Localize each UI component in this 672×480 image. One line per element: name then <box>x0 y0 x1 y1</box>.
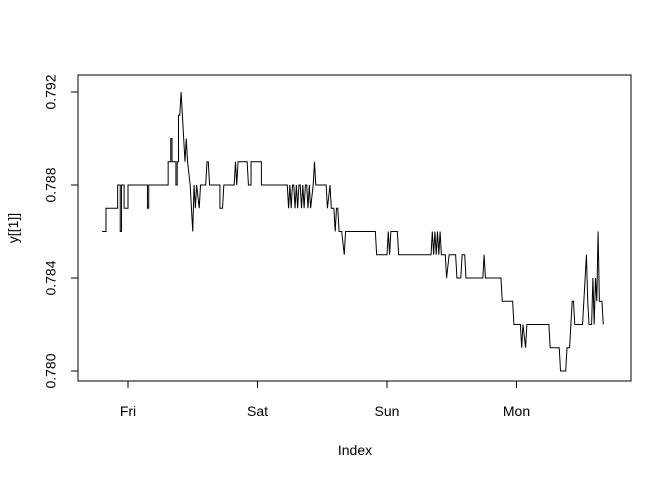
plot-frame <box>77 74 632 382</box>
series-layer <box>102 91 604 372</box>
y-tick-label: 0.788 <box>43 167 59 202</box>
x-tick-label: Mon <box>503 403 530 419</box>
y-tick-label: 0.780 <box>43 353 59 388</box>
x-tick-label: Fri <box>120 403 136 419</box>
x-axis-title: Index <box>338 442 372 458</box>
y-tick-label: 0.784 <box>43 260 59 295</box>
x-axis: Fri Sat Sun Mon <box>120 380 530 419</box>
y-tick-label: 0.792 <box>43 74 59 109</box>
y-axis: 0.780 0.784 0.788 0.792 <box>43 74 79 389</box>
x-tick-label: Sun <box>375 403 400 419</box>
y-axis-title: y[[1]] <box>5 213 21 243</box>
series-line-0 <box>102 91 604 372</box>
x-tick-label: Sat <box>247 403 268 419</box>
